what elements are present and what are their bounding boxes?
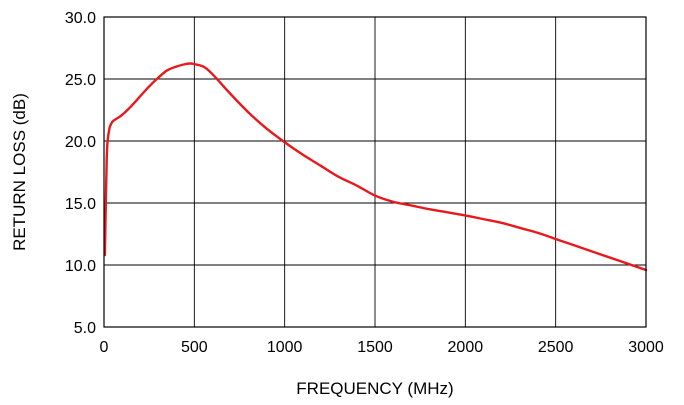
tick-labels: 0 500 1000 1500 2000 2500 3000 5.0 10.0 15.0 20.0 2…	[65, 10, 664, 356]
x-tick-label: 1000	[267, 339, 303, 356]
x-tick-label: 2500	[538, 339, 574, 356]
y-tick-label: 15.0	[65, 196, 96, 213]
y-tick-label: 10.0	[65, 258, 96, 275]
x-tick-label: 2000	[448, 339, 484, 356]
x-tick-label: 500	[181, 339, 208, 356]
y-axis-label: RETURN LOSS (dB)	[10, 93, 29, 251]
x-tick-label: 0	[100, 339, 109, 356]
y-tick-label: 20.0	[65, 134, 96, 151]
return-loss-line	[103, 62, 648, 272]
x-tick-label: 3000	[628, 339, 664, 356]
x-tick-label: 1500	[357, 339, 393, 356]
y-tick-label: 25.0	[65, 72, 96, 89]
y-tick-label: 5.0	[74, 320, 96, 337]
y-tick-label: 30.0	[65, 10, 96, 27]
plot-frame	[103, 16, 647, 328]
x-axis-label: FREQUENCY (MHz)	[296, 379, 453, 398]
